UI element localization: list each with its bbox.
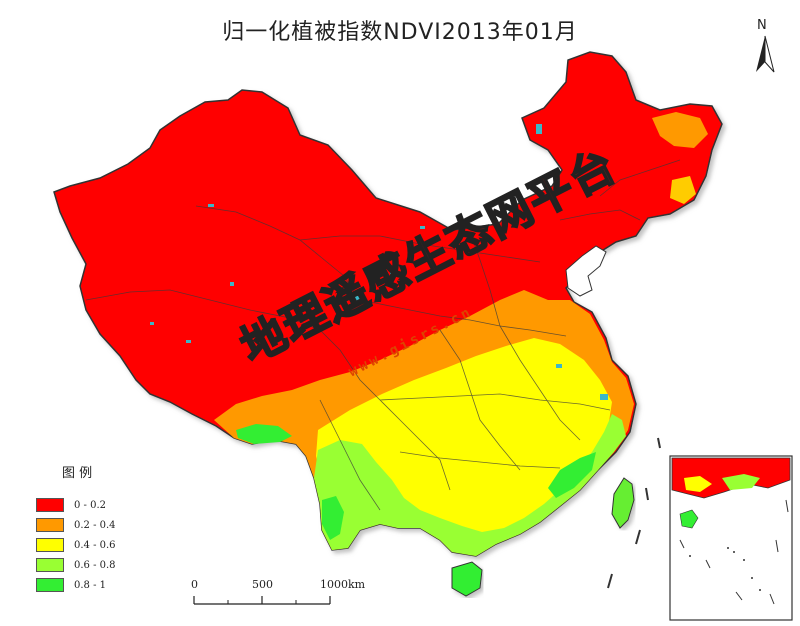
legend-item: 0.4 - 0.6 [36,535,156,555]
legend-item: 0 - 0.2 [36,495,156,515]
legend-swatch [36,498,64,512]
legend-item: 0.6 - 0.8 [36,555,156,575]
legend-label: 0.2 - 0.4 [74,520,116,531]
legend-label: 0.6 - 0.8 [74,560,116,571]
scale-bar: 0 500 1000 km [188,578,368,610]
legend-item: 0.2 - 0.4 [36,515,156,535]
legend-swatch [36,578,64,592]
scale-unit: km [348,578,365,591]
south-china-sea-inset [670,456,792,620]
scale-bar-line [188,592,368,608]
legend-swatch [36,538,64,552]
legend-item: 0.8 - 1 [36,575,156,595]
legend-swatch [36,518,64,532]
legend-label: 0.4 - 0.6 [74,540,116,551]
legend-label: 0 - 0.2 [74,500,106,511]
legend-title: 图 例 [62,462,156,481]
hainan-island [452,562,482,596]
taiwan-island [612,478,634,528]
scale-tick-500: 500 [252,578,273,591]
legend-label: 0.8 - 1 [74,580,106,591]
map-title: 归一化植被指数NDVI2013年01月 [0,14,800,46]
scale-tick-1000: 1000 [320,578,348,591]
legend-swatch [36,558,64,572]
scale-tick-0: 0 [191,578,198,591]
legend: 图 例 0 - 0.2 0.2 - 0.4 0.4 - 0.6 0.6 - 0.… [36,462,156,595]
north-letter: N [757,18,767,33]
